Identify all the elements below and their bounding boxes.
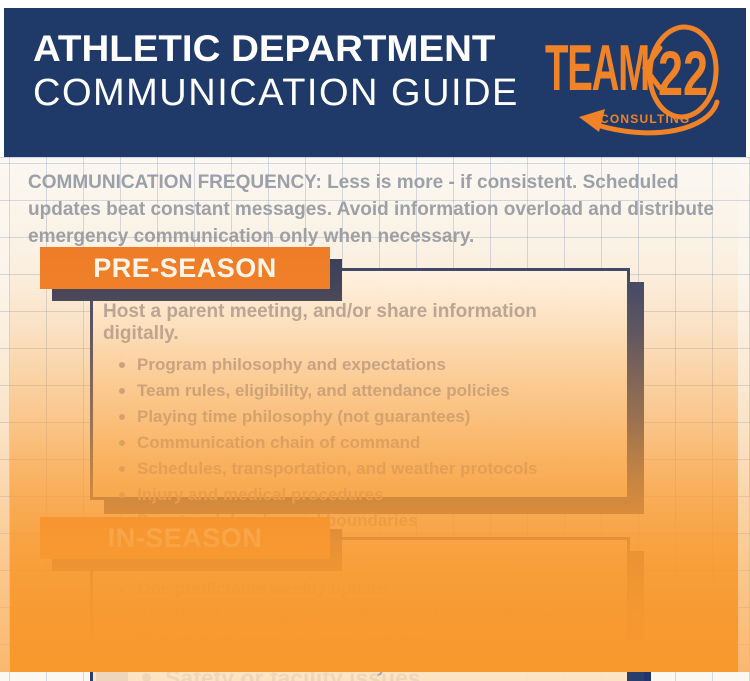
in-season-bullet-list: One predictable weekly update Additional … bbox=[103, 576, 609, 680]
team22-logo: TEAM CONSULTING 22 bbox=[533, 10, 738, 145]
partial-square-graphic bbox=[630, 663, 651, 681]
bullet-item: Schedules, transportation, and weather p… bbox=[119, 456, 609, 482]
section-banner-in-season: IN-SEASON bbox=[40, 517, 330, 559]
team22-logo-graphic: TEAM CONSULTING 22 bbox=[545, 24, 720, 136]
page-title: ATHLETIC DEPARTMENT COMMUNICATION GUIDE bbox=[33, 28, 519, 116]
bullet-item: Schedule changes or travel updates bbox=[119, 628, 609, 654]
bullet-item: One predictable weekly update bbox=[119, 576, 609, 602]
logo-arrowhead bbox=[579, 109, 605, 132]
bullet-item: Team rules, eligibility, and attendance … bbox=[119, 378, 609, 404]
intro-paragraph: COMMUNICATION FREQUENCY: Less is more - … bbox=[28, 169, 734, 250]
banner-label-in-season: IN-SEASON bbox=[107, 522, 263, 553]
bullet-item: Playing time philosophy (not guarantees) bbox=[119, 404, 609, 430]
bullet-item: Weather cancellations or delays bbox=[119, 654, 609, 680]
intro-label: COMMUNICATION FREQUENCY: bbox=[28, 172, 322, 193]
bullet-item: Communication chain of command bbox=[119, 430, 609, 456]
logo-arrow-icon bbox=[594, 99, 720, 136]
title-line-2: COMMUNICATION GUIDE bbox=[33, 72, 519, 114]
banner-label-pre-season: PRE-SEASON bbox=[93, 252, 277, 283]
grid-paper-body: COMMUNICATION FREQUENCY: Less is more - … bbox=[0, 157, 750, 681]
pre-season-bullet-list: Program philosophy and expectations Team … bbox=[103, 352, 609, 534]
title-line-1: ATHLETIC DEPARTMENT bbox=[33, 28, 496, 69]
pre-season-lead: Host a parent meeting, and/or share info… bbox=[103, 301, 537, 344]
bullet-item: Additional messages for safety or schedu… bbox=[119, 602, 609, 628]
logo-22-text: 22 bbox=[658, 37, 708, 108]
logo-chevron bbox=[641, 45, 663, 91]
logo-team-text: TEAM bbox=[545, 33, 649, 105]
bullet-item: Program philosophy and expectations bbox=[119, 352, 609, 378]
header: ATHLETIC DEPARTMENT COMMUNICATION GUIDE … bbox=[4, 8, 746, 157]
logo-consulting-text: CONSULTING bbox=[600, 112, 690, 126]
logo-circle bbox=[647, 24, 719, 120]
pre-season-card: Host a parent meeting, and/or share info… bbox=[90, 268, 630, 530]
bullet-item: Injury and medical procedures bbox=[119, 482, 609, 508]
section-banner-pre-season: PRE-SEASON bbox=[40, 247, 330, 289]
